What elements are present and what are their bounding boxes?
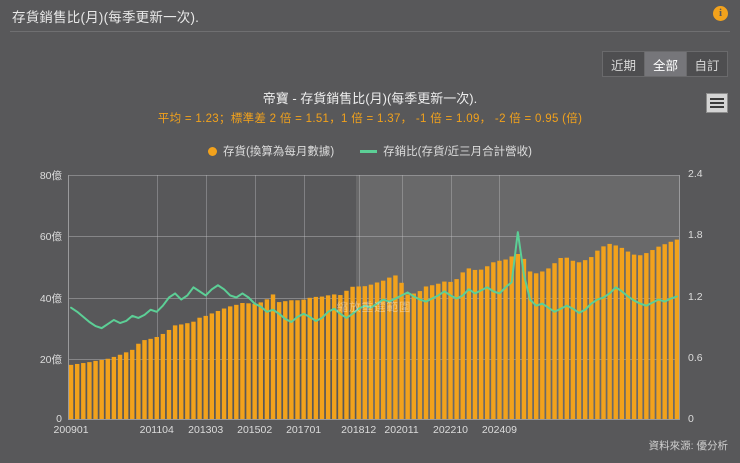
legend-line-icon — [360, 149, 378, 153]
legend-label-inventory: 存貨(換算為每月數據) — [222, 146, 335, 158]
header-divider — [10, 31, 730, 32]
legend-item-inventory[interactable]: 存貨(換算為每月數據) — [207, 143, 335, 159]
y-axis-right-tick: 1.8 — [688, 229, 703, 242]
x-axis-tick: 202011 — [384, 424, 419, 436]
legend-dot-icon — [207, 146, 217, 156]
chart-subtitle: 平均 = 1.23；標準差 2 倍 = 1.51，1 倍 = 1.37， -1 … — [157, 113, 583, 125]
range-button-all[interactable]: 全部 — [644, 51, 686, 77]
y-axis-left-tick: 60億 — [39, 231, 62, 244]
y-axis-left: 0 20億 40億 60億 80億 — [12, 170, 62, 425]
x-axis-tick: 201701 — [286, 424, 322, 436]
x-axis-tick: 201812 — [341, 424, 377, 436]
range-selector: 近期 全部 自訂 — [602, 51, 728, 77]
y-axis-right-tick: 1.2 — [688, 290, 703, 303]
gridline-horizontal — [68, 236, 680, 238]
x-axis-tick: 202409 — [481, 424, 517, 436]
chart-menu-icon[interactable] — [706, 93, 728, 113]
chart-legend: 存貨(換算為每月數據) 存銷比(存貨/近三月合計營收) — [0, 143, 740, 159]
chart-plot-area[interactable]: 縮放重選範圍 — [68, 175, 680, 420]
page-title: 存貨銷售比(月)(每季更新一次). — [12, 10, 200, 25]
plot-border — [68, 175, 680, 420]
range-button-recent[interactable]: 近期 — [602, 51, 644, 77]
y-axis-right: 0 0.6 1.2 1.8 2.4 — [688, 168, 736, 425]
menu-bar-1 — [710, 98, 724, 100]
info-icon[interactable]: i — [713, 6, 728, 21]
x-axis-tick: 202210 — [432, 424, 469, 436]
range-button-custom[interactable]: 自訂 — [686, 51, 728, 77]
bar-series-inventory — [68, 239, 680, 420]
gridline-vertical — [254, 175, 256, 420]
menu-bar-3 — [710, 106, 724, 108]
chart-title: 帝寶 - 存貨銷售比(月)(每季更新一次). — [262, 91, 478, 106]
y-axis-left-tick: 20億 — [39, 353, 62, 366]
plot-watermark: 縮放重選範圍 — [336, 302, 412, 314]
y-axis-left-tick: 0 — [56, 413, 62, 425]
gridline-vertical — [205, 175, 207, 420]
gridline-vertical — [156, 175, 158, 420]
x-axis: 200901 201104 201303 201502 201701 201812 2020… — [54, 424, 680, 442]
gridline-horizontal — [68, 358, 680, 360]
x-axis-tick: 201502 — [237, 424, 273, 436]
gridline-horizontal — [68, 175, 680, 176]
y-axis-right-tick: 0 — [688, 413, 694, 425]
source-note: 資料來源: 優分析 — [648, 440, 728, 452]
x-axis-tick: 201104 — [139, 424, 174, 436]
y-axis-left-tick: 40億 — [39, 292, 62, 305]
menu-bar-2 — [710, 102, 724, 104]
line-series-ratio — [70, 231, 678, 330]
x-axis-tick: 200901 — [53, 424, 89, 436]
gridline-horizontal — [68, 297, 680, 299]
y-axis-left-tick: 80億 — [39, 170, 62, 182]
y-axis-right-tick: 2.4 — [688, 168, 703, 180]
legend-item-ratio[interactable]: 存銷比(存貨/近三月合計營收) — [360, 143, 532, 159]
y-axis-right-tick: 0.6 — [688, 351, 703, 364]
panel-header: 存貨銷售比(月)(每季更新一次). i — [0, 0, 740, 32]
x-axis-tick: 201303 — [188, 424, 224, 436]
legend-label-ratio: 存銷比(存貨/近三月合計營收) — [383, 146, 533, 158]
gridline-vertical — [303, 175, 305, 420]
